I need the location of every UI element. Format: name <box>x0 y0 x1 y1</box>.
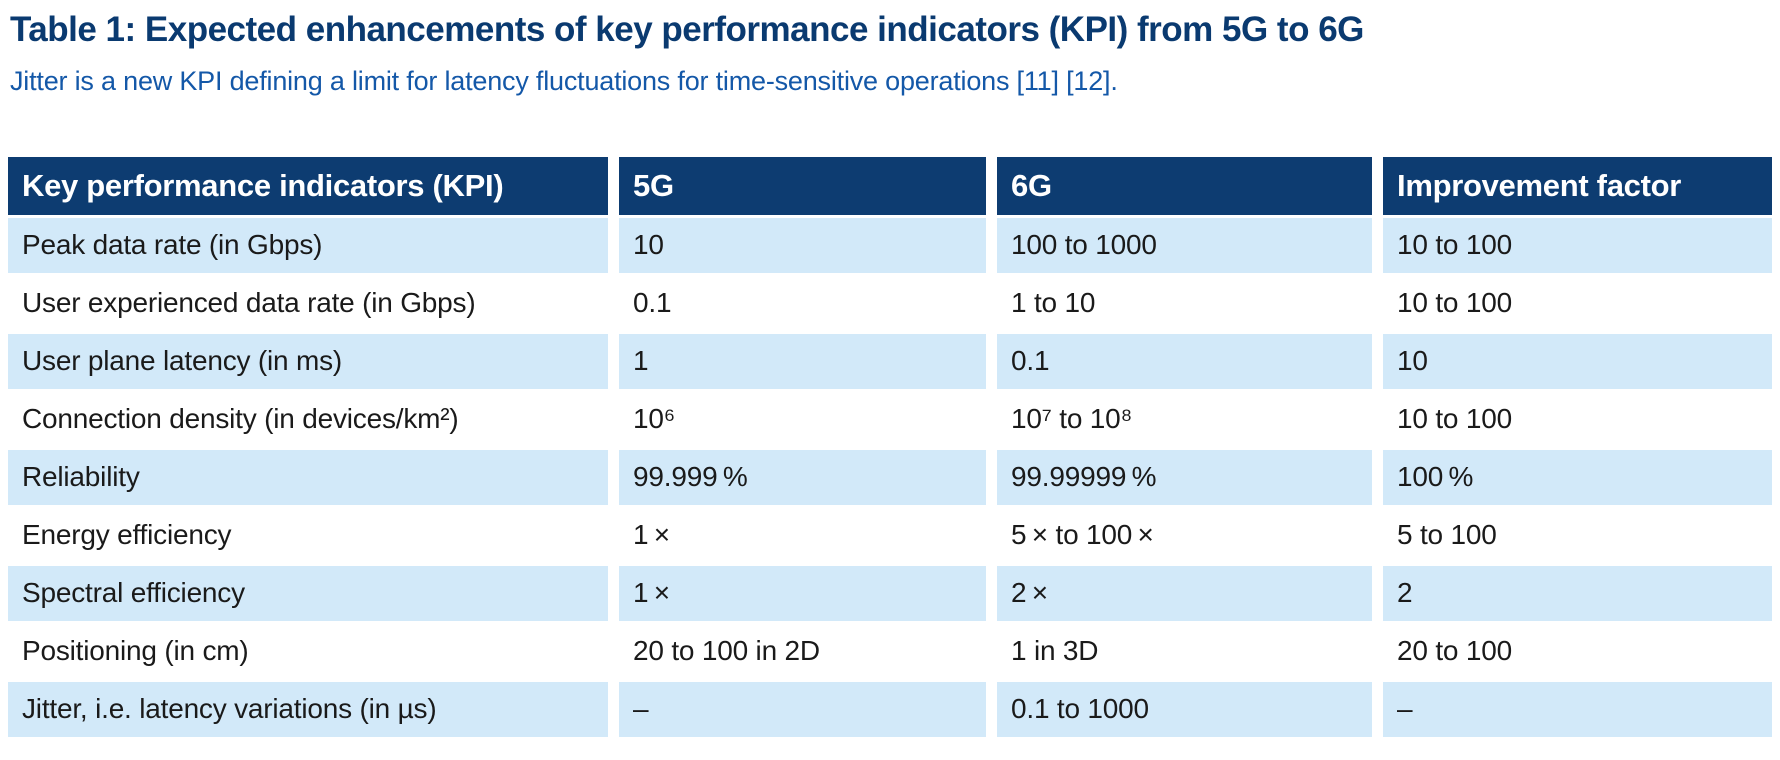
header-cell-col2: 6G <box>997 156 1372 215</box>
table-cell-r7-c1: 20 to 100 in 2D <box>619 623 986 679</box>
table-cell-r4-c3: 100 % <box>1383 449 1772 505</box>
header-cell-col3: Improvement factor <box>1383 156 1772 215</box>
table-cell-r3-c3: 10 to 100 <box>1383 391 1772 447</box>
table-cell-r6-c2: 2 × <box>997 565 1372 621</box>
table-cell-r4-c0: Reliability <box>8 449 608 505</box>
table-cell-r2-c2: 0.1 <box>997 333 1372 389</box>
table-cell-r0-c1: 10 <box>619 217 986 273</box>
table-cell-r5-c3: 5 to 100 <box>1383 507 1772 563</box>
table-cell-r8-c2: 0.1 to 1000 <box>997 681 1372 737</box>
header-cell-col0: Key performance indicators (KPI) <box>8 156 608 215</box>
header-cell-col1: 5G <box>619 156 986 215</box>
table-cell-r6-c1: 1 × <box>619 565 986 621</box>
table-cell-r8-c1: – <box>619 681 986 737</box>
table-cell-r6-c3: 2 <box>1383 565 1772 621</box>
table-cell-r2-c0: User plane latency (in ms) <box>8 333 608 389</box>
table-cell-r1-c2: 1 to 10 <box>997 275 1372 331</box>
table-caption: Table 1: Expected enhancements of key pe… <box>10 10 1364 49</box>
table-cell-r3-c2: 10⁷ to 10⁸ <box>997 391 1372 447</box>
table-cell-r2-c3: 10 <box>1383 333 1772 389</box>
table-cell-r5-c2: 5 × to 100 × <box>997 507 1372 563</box>
table-cell-r0-c2: 100 to 1000 <box>997 217 1372 273</box>
table-cell-r8-c3: – <box>1383 681 1772 737</box>
table-cell-r8-c0: Jitter, i.e. latency variations (in µs) <box>8 681 608 737</box>
table-cell-r3-c1: 10⁶ <box>619 391 986 447</box>
table-cell-r0-c3: 10 to 100 <box>1383 217 1772 273</box>
kpi-table: Key performance indicators (KPI) 5G 6G Impr… <box>8 156 1772 737</box>
table-cell-r1-c1: 0.1 <box>619 275 986 331</box>
table-cell-r5-c1: 1 × <box>619 507 986 563</box>
page: Table 1: Expected enhancements of key pe… <box>8 10 1772 737</box>
table-cell-r2-c1: 1 <box>619 333 986 389</box>
table-cell-r1-c3: 10 to 100 <box>1383 275 1772 331</box>
table-subcaption: Jitter is a new KPI defining a limit for… <box>10 66 1118 97</box>
table-cell-r0-c0: Peak data rate (in Gbps) <box>8 217 608 273</box>
table-cell-r7-c0: Positioning (in cm) <box>8 623 608 679</box>
table-cell-r7-c3: 20 to 100 <box>1383 623 1772 679</box>
table-cell-r4-c1: 99.999 % <box>619 449 986 505</box>
table-cell-r7-c2: 1 in 3D <box>997 623 1372 679</box>
table-cell-r5-c0: Energy efficiency <box>8 507 608 563</box>
table-cell-r6-c0: Spectral efficiency <box>8 565 608 621</box>
table-cell-r4-c2: 99.99999 % <box>997 449 1372 505</box>
table-cell-r1-c0: User experienced data rate (in Gbps) <box>8 275 608 331</box>
table-cell-r3-c0: Connection density (in devices/km²) <box>8 391 608 447</box>
